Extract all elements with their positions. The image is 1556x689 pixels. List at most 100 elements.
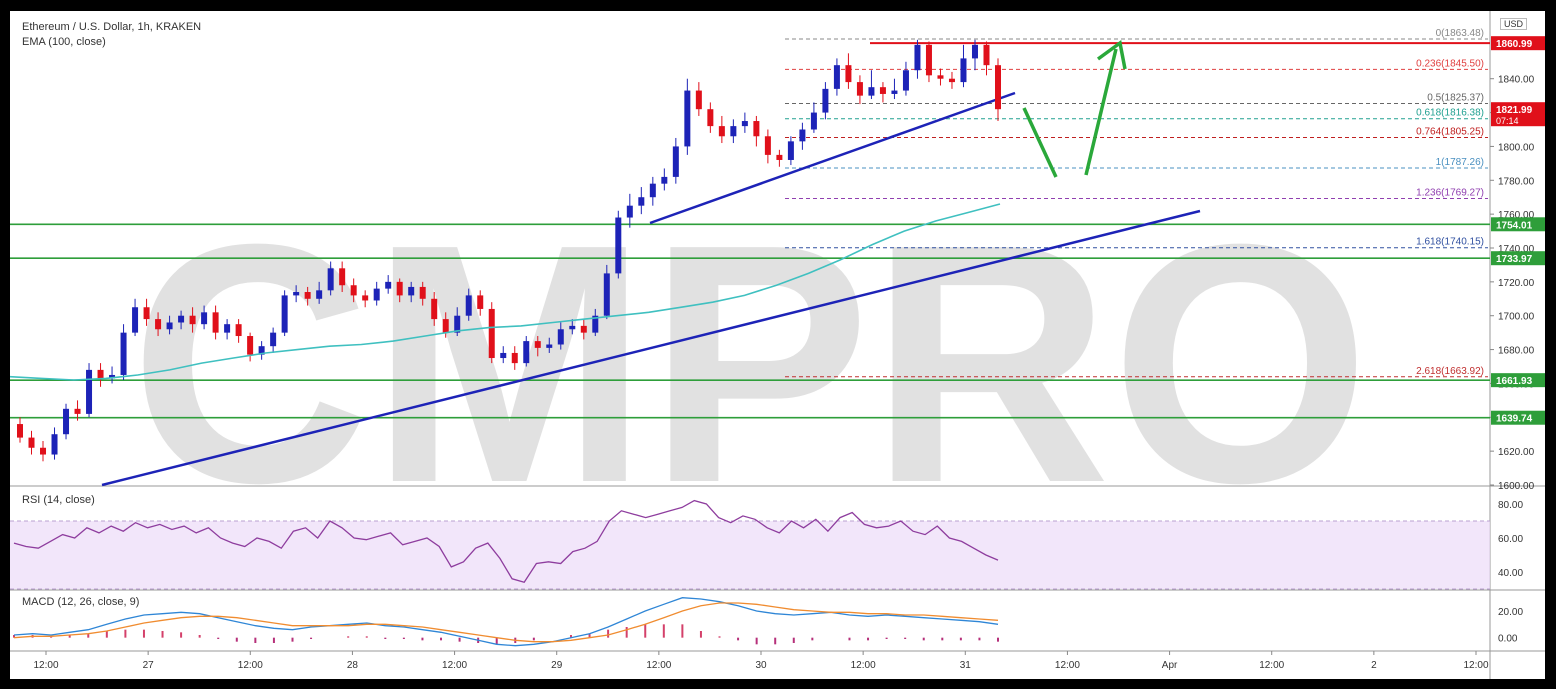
candle bbox=[212, 305, 219, 340]
fib-level-label: 0.764(1805.25) bbox=[1416, 127, 1484, 138]
support-price-tag: 1754.01 bbox=[1496, 220, 1533, 231]
y-tick-label: 1760.00 bbox=[1498, 210, 1535, 221]
candle-body bbox=[925, 44, 932, 76]
candle-body bbox=[109, 374, 116, 379]
candle-body bbox=[339, 268, 346, 286]
candle bbox=[373, 281, 380, 306]
candle-body bbox=[270, 332, 277, 347]
bullish-trendline-short bbox=[649, 91, 1016, 225]
y-tick-label: 1620.00 bbox=[1498, 447, 1535, 458]
candle-body bbox=[995, 65, 1001, 110]
candle bbox=[546, 337, 553, 353]
candle-body bbox=[488, 308, 495, 359]
x-tick-label: 12:00 bbox=[851, 660, 876, 671]
candle bbox=[408, 281, 415, 303]
candle bbox=[995, 58, 1001, 122]
candle bbox=[235, 319, 242, 343]
candle bbox=[626, 193, 633, 228]
candle bbox=[523, 336, 530, 367]
candle-body bbox=[178, 315, 185, 323]
candle-body bbox=[500, 352, 507, 359]
candle-body bbox=[753, 121, 760, 137]
fib-level-label: 1(1787.26) bbox=[1436, 157, 1484, 168]
candle bbox=[258, 341, 265, 360]
candle-body bbox=[51, 434, 58, 455]
y-tick-label: 1740.00 bbox=[1498, 244, 1535, 255]
x-tick-label: 12:00 bbox=[238, 660, 263, 671]
candle bbox=[28, 430, 35, 455]
candle-body bbox=[661, 176, 668, 184]
candle bbox=[488, 302, 495, 364]
candle-body bbox=[684, 90, 691, 147]
candle-body bbox=[155, 319, 162, 330]
candle-body bbox=[40, 447, 47, 455]
current-price-tag-bg bbox=[1491, 102, 1545, 127]
candle bbox=[339, 261, 346, 293]
y-tick-label: 1680.00 bbox=[1498, 346, 1535, 357]
candle bbox=[431, 292, 438, 326]
rsi-legend: RSI (14, close) bbox=[22, 494, 95, 506]
candle bbox=[270, 327, 277, 353]
candle-body bbox=[419, 286, 426, 299]
candle bbox=[707, 102, 714, 133]
candle bbox=[799, 122, 806, 150]
candle bbox=[914, 39, 921, 79]
candle-body bbox=[833, 65, 840, 89]
candle bbox=[143, 298, 150, 326]
watermark: CMPRO bbox=[130, 174, 1370, 554]
candle-body bbox=[856, 82, 863, 96]
support-price-tag-bg bbox=[1491, 217, 1545, 232]
candle bbox=[603, 264, 610, 320]
candle bbox=[396, 278, 403, 303]
currency-badge[interactable]: USD bbox=[1500, 18, 1528, 30]
candle bbox=[350, 278, 357, 303]
candle-body bbox=[787, 141, 794, 160]
rsi-tick-label: 80.00 bbox=[1498, 500, 1523, 511]
candle-body bbox=[937, 75, 944, 79]
candle bbox=[948, 71, 955, 89]
candle bbox=[753, 115, 760, 147]
candle bbox=[741, 112, 748, 133]
candle bbox=[971, 39, 978, 71]
candle-body bbox=[281, 295, 288, 333]
fib-level-label: 0.618(1816.38) bbox=[1416, 108, 1484, 119]
x-tick-label: 28 bbox=[347, 660, 359, 671]
candle-body bbox=[983, 44, 990, 66]
x-tick-label: Apr bbox=[1162, 660, 1178, 671]
candle-body bbox=[362, 295, 369, 301]
candle bbox=[511, 346, 518, 370]
candle bbox=[730, 119, 737, 144]
candle-body bbox=[385, 281, 392, 289]
candle bbox=[155, 312, 162, 337]
candle bbox=[569, 319, 576, 335]
candle bbox=[40, 440, 47, 462]
macd-signal-line bbox=[13, 602, 999, 643]
y-tick-label: 1780.00 bbox=[1498, 176, 1535, 187]
candle bbox=[661, 168, 668, 191]
current-price-tag-countdown: 07:14 bbox=[1496, 116, 1519, 126]
chart-canvas[interactable]: CMPRO1600.001620.001640.001660.001680.00… bbox=[10, 11, 1545, 679]
candle bbox=[362, 290, 369, 308]
candle-body bbox=[580, 325, 587, 333]
candle-body bbox=[189, 315, 196, 325]
candle bbox=[17, 417, 23, 443]
x-tick-label: 12:00 bbox=[442, 660, 467, 671]
x-tick-label: 12:00 bbox=[646, 660, 671, 671]
fib-level-label: 0.236(1845.50) bbox=[1416, 58, 1484, 69]
candle-body bbox=[626, 205, 633, 218]
candle-body bbox=[247, 336, 254, 355]
candle-body bbox=[672, 146, 679, 177]
fib-level-label: 1.618(1740.15) bbox=[1416, 237, 1484, 248]
x-tick-label: 12:00 bbox=[1463, 660, 1488, 671]
resistance-price-tag: 1860.99 bbox=[1496, 39, 1533, 50]
candle-body bbox=[638, 197, 645, 206]
candle-body bbox=[603, 273, 610, 316]
candle-body bbox=[327, 268, 334, 291]
x-tick-label: 30 bbox=[755, 660, 767, 671]
candle-body bbox=[293, 292, 300, 296]
candle bbox=[293, 285, 300, 303]
y-tick-label: 1600.00 bbox=[1498, 481, 1535, 492]
candle-body bbox=[534, 341, 541, 348]
candle-body bbox=[546, 344, 553, 348]
candle-body bbox=[776, 154, 783, 160]
